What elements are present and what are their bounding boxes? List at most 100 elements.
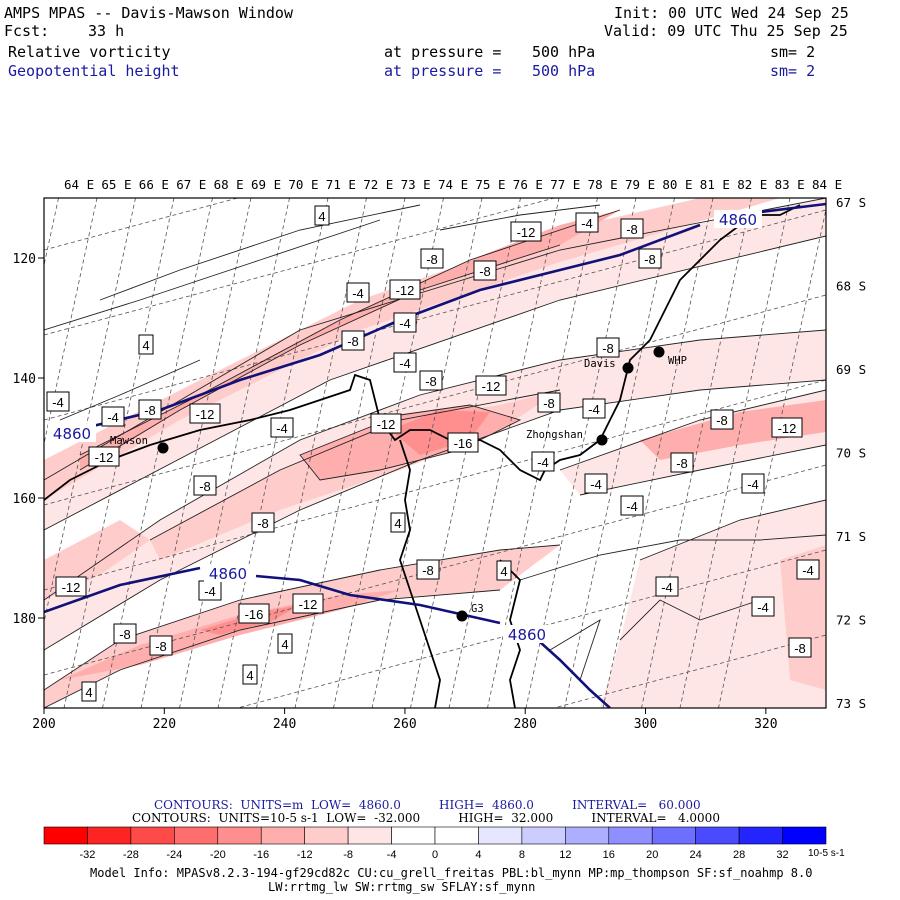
station-label: Zhongshan (526, 429, 583, 441)
vorticity-label: -4 (204, 584, 216, 599)
meridian-line (564, 198, 675, 708)
color-swatch (651, 826, 696, 845)
vorticity-label: -4 (399, 356, 411, 371)
vorticity-label-box (46, 391, 70, 412)
vorticity-label-box (193, 475, 217, 496)
vorticity-label-box (370, 413, 402, 434)
longitude-labels: 64 E 65 E 66 E 67 E 68 E 69 E 70 E 71 E 72 E 73 E… (64, 177, 842, 192)
vorticity-label: -8 (119, 627, 131, 642)
vorticity-label: -16 (245, 607, 264, 622)
vorticity-label: -8 (794, 641, 806, 656)
vorticity-label-box (475, 375, 507, 396)
longitude-label: 69 E (251, 177, 281, 192)
vorticity-label-box (314, 205, 330, 226)
y-tick-label: 160 (13, 492, 36, 507)
color-scale-bar: -32 -28 -24 -20 -16 -12 -8 -4 0 4 8 12 16 20 24 28 32 10-… (43, 826, 845, 861)
vorticity-label: -4 (626, 499, 638, 514)
station-label: Mawson (110, 435, 148, 447)
vorticity-label-box (670, 452, 694, 473)
x-tick-label: 220 (153, 717, 176, 732)
field1-level: 500 hPa (532, 43, 596, 61)
vorticity-label-box (390, 512, 406, 533)
color-tick-label: 24 (690, 849, 702, 861)
longitude-label: 68 E (214, 177, 244, 192)
vorticity-label: -4 (802, 563, 814, 578)
color-swatch (174, 826, 219, 845)
vorticity-label: -4 (661, 580, 673, 595)
color-tick-label: 32 (776, 849, 788, 861)
color-swatch (130, 826, 175, 845)
color-tick-label: 28 (733, 849, 745, 861)
color-tick-label: 16 (603, 849, 615, 861)
vorticity-label: -8 (676, 456, 688, 471)
vorticity-label-box (292, 593, 324, 614)
vorticity-label-box (771, 417, 803, 438)
height-contour-label: 4860 (53, 425, 91, 443)
vorticity-label: -12 (377, 417, 396, 432)
station-marker (653, 346, 665, 358)
y-tick-label: 180 (13, 612, 36, 627)
vorticity-label: -8 (626, 222, 638, 237)
vorticity-label-box (620, 218, 644, 239)
vorticity-label-box (416, 559, 440, 580)
longitude-label: 82 E (737, 177, 767, 192)
station-marker (456, 610, 468, 622)
vorticity-label: 4 (318, 209, 325, 224)
vorticity-label-box (584, 473, 608, 494)
field1-name: Relative vorticity (8, 43, 171, 61)
vorticity-label: 4 (142, 338, 149, 353)
model-info: Model Info: MPASv8.2.3-194-gf29cd82c CU:… (90, 866, 813, 880)
longitude-label: 80 E (662, 177, 692, 192)
vorticity-label: -8 (644, 252, 656, 267)
vorticity-label: -8 (426, 252, 438, 267)
longitude-label: 67 E (176, 177, 206, 192)
vorticity-label: -8 (144, 403, 156, 418)
latitude-label: 71 S (836, 529, 866, 544)
meridian-line (679, 198, 791, 708)
vorticity-label: -4 (399, 316, 411, 331)
color-swatch (217, 826, 262, 845)
latitude-labels: 67 S 68 S 69 S 70 S 71 S 72 S 73 S (836, 195, 866, 711)
height-label-box (48, 424, 96, 442)
field1-level-label: at pressure = (384, 43, 502, 61)
vorticity-label-box (575, 212, 599, 233)
vorticity-label-box (447, 432, 479, 453)
color-tick-label: 4 (475, 849, 481, 861)
parallel-line (44, 379, 826, 591)
field2-level: 500 hPa (532, 62, 596, 80)
station-label: WHP (668, 355, 687, 367)
parallel-line (44, 464, 826, 676)
parallel-line (552, 634, 826, 708)
vorticity-label-box (149, 635, 173, 656)
color-swatch (565, 826, 610, 845)
vorticity-label: -4 (588, 402, 600, 417)
vorticity-contour-labels: 4 -12 -4 -8 -8 -8 -8 -4 -12 -4 -8 -8 -4 -8 -12 -8 -4 -8 -4… (46, 205, 820, 702)
station-label: Davis (584, 358, 616, 370)
vorticity-label-box (473, 260, 497, 281)
vorticity-label-box (788, 637, 812, 658)
color-tick-label: 0 (432, 849, 438, 861)
latitude-label: 69 S (836, 362, 866, 377)
station-marker (596, 434, 608, 446)
longitude-label: 84 E (812, 177, 842, 192)
vorticity-label: -8 (347, 334, 359, 349)
longitude-label: 83 E (775, 177, 805, 192)
color-tick-label: 8 (519, 849, 525, 861)
color-tick-label: -24 (166, 849, 182, 861)
vorticity-label-box (531, 451, 555, 472)
color-swatch (478, 826, 523, 845)
longitude-label: 79 E (625, 177, 655, 192)
longitude-label: 78 E (588, 177, 618, 192)
color-tick-label: -4 (387, 849, 397, 861)
vorticity-label: -16 (454, 436, 473, 451)
meridian-line (718, 207, 826, 708)
legend-height-contours: CONTOURS: UNITS=m LOW= 4860.0 HIGH= 4860… (154, 798, 701, 812)
height-label-box (714, 210, 762, 228)
vorticity-label-box (638, 248, 662, 269)
vorticity-label-box (138, 399, 162, 420)
vorticity-label-box (582, 398, 606, 419)
color-tick-label: -28 (123, 849, 139, 861)
color-swatch (43, 826, 88, 845)
vorticity-label-box (496, 560, 512, 581)
meridian-line (602, 198, 714, 708)
